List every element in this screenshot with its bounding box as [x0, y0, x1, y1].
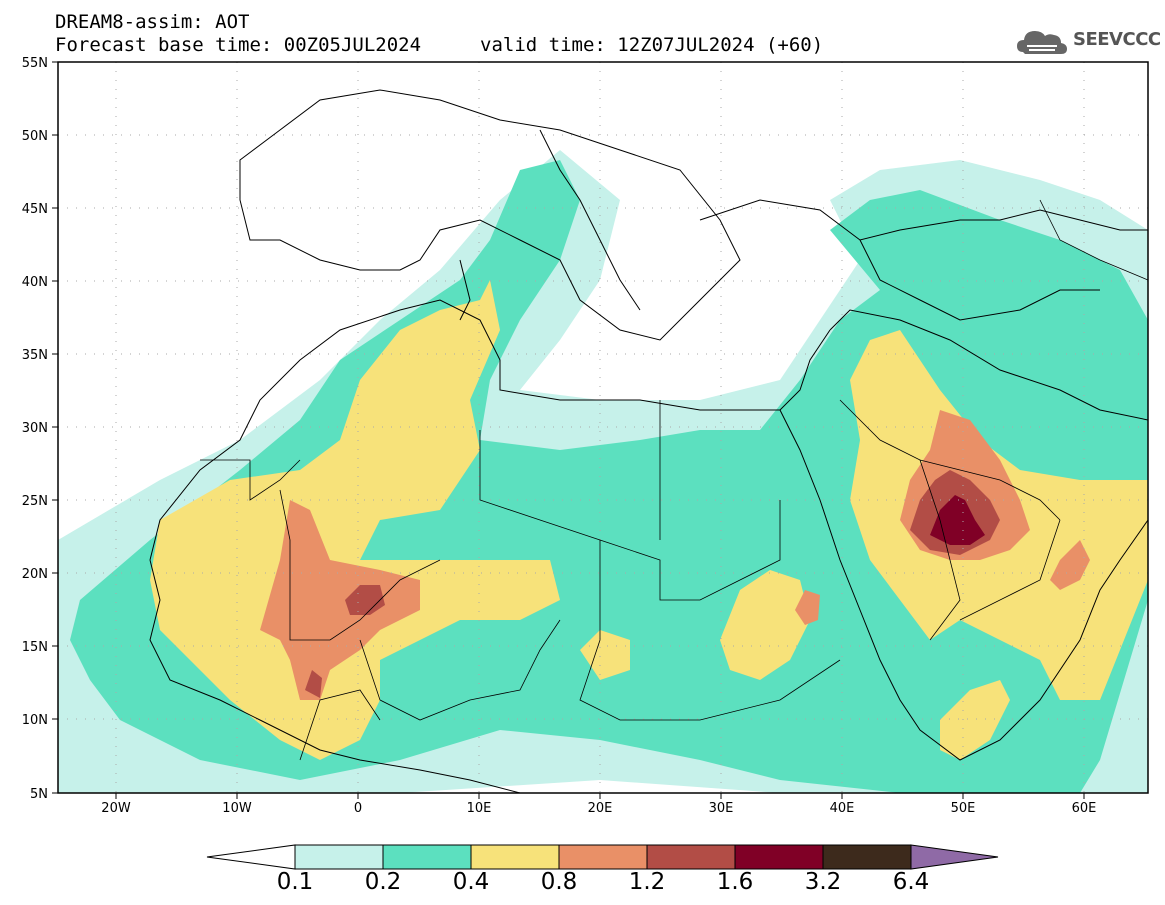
- colorbar-label: 0.2: [364, 869, 402, 895]
- lon-label: 10E: [467, 801, 492, 816]
- lon-label: 20W: [101, 801, 131, 816]
- product-title: DREAM8-assim: AOT: [55, 11, 250, 33]
- colorbar-bin: [470, 844, 560, 870]
- colorbar-bin: [382, 844, 472, 870]
- lon-label: 50E: [951, 801, 976, 816]
- lon-label: 20E: [588, 801, 613, 816]
- aot-contour-04: [150, 280, 560, 760]
- lon-labels: 20W 10W 0 10E 20E 30E 40E 50E 60E: [101, 801, 1096, 816]
- lon-label: 60E: [1072, 801, 1097, 816]
- colorbar-bin: [646, 844, 736, 870]
- valid-time: valid time: 12Z07JUL2024 (+60): [480, 34, 824, 56]
- lat-label: 10N: [22, 713, 48, 728]
- colorbar-label: 0.1: [276, 869, 314, 895]
- lat-label: 50N: [22, 129, 48, 144]
- aot-contour-12c: [305, 670, 322, 698]
- lat-label: 45N: [22, 202, 48, 217]
- aot-contour-04c: [720, 570, 810, 680]
- colorbar-label: 6.4: [892, 869, 930, 895]
- lat-label: 25N: [22, 494, 48, 509]
- colorbar-bin: [294, 844, 384, 870]
- cloud-icon: [1017, 31, 1067, 54]
- colorbar: [206, 844, 999, 870]
- lon-label: 0: [354, 801, 362, 816]
- aot-fields: [58, 150, 1148, 793]
- lon-label: 10W: [222, 801, 252, 816]
- lat-label: 55N: [22, 56, 48, 71]
- colorbar-label: 1.6: [716, 869, 754, 895]
- lat-label: 35N: [22, 348, 48, 363]
- axis-ticks: [52, 61, 1085, 799]
- colorbar-low-arrow: [206, 844, 296, 870]
- lat-label: 15N: [22, 640, 48, 655]
- aot-contour-08c: [1050, 540, 1090, 590]
- aot-contour-04e: [940, 680, 1010, 760]
- lat-label: 5N: [30, 787, 48, 802]
- lat-label: 20N: [22, 567, 48, 582]
- aot-contour-08: [260, 500, 420, 700]
- coastlines: [149, 89, 1148, 793]
- aot-contour-16: [930, 495, 985, 545]
- lat-label: 30N: [22, 421, 48, 436]
- lon-label: 30E: [709, 801, 734, 816]
- colorbar-bin: [822, 844, 912, 870]
- lat-labels: 55N 50N 45N 40N 35N 30N 25N 20N 15N 10N …: [22, 56, 48, 802]
- base-time: Forecast base time: 00Z05JUL2024: [55, 34, 422, 56]
- colorbar-label: 3.2: [804, 869, 842, 895]
- seevccc-logo: SEEVCCC: [1015, 22, 1161, 60]
- logo-text: SEEVCCC: [1073, 29, 1161, 50]
- colorbar-bin: [734, 844, 824, 870]
- aot-contour-12: [345, 585, 385, 615]
- colorbar-label: 0.4: [452, 869, 490, 895]
- colorbar-label: 1.2: [628, 869, 666, 895]
- colorbar-high-arrow: [910, 844, 999, 870]
- aot-contour-08d: [795, 590, 820, 625]
- colorbar-label: 0.8: [540, 869, 578, 895]
- lon-label: 40E: [830, 801, 855, 816]
- colorbar-bin: [558, 844, 648, 870]
- aot-contour-04d: [580, 630, 630, 680]
- lat-label: 40N: [22, 275, 48, 290]
- country-borders: [200, 199, 1148, 761]
